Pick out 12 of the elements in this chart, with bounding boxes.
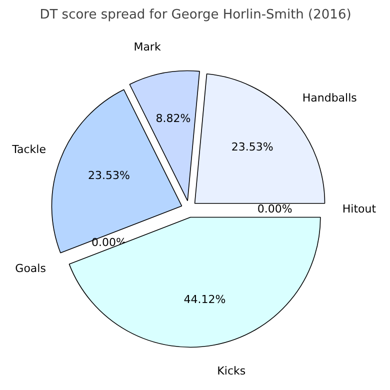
slice-label: Handballs: [302, 92, 358, 105]
data-label: 23.53%: [88, 169, 130, 182]
slice-label: Kicks: [217, 364, 246, 378]
category-label: Goals: [15, 262, 46, 275]
data-label: 8.82%: [156, 112, 191, 125]
text: 0.00%: [257, 202, 292, 216]
slice-label: Mark: [134, 40, 162, 54]
category-label: Hitout: [342, 202, 376, 216]
data-label: 23.53%: [231, 140, 274, 154]
chart-title: DT score spread for George Horlin-Smith (2016): [40, 8, 352, 22]
data-label: 44.12%: [184, 293, 226, 306]
slice-label: Tackle: [11, 142, 46, 156]
